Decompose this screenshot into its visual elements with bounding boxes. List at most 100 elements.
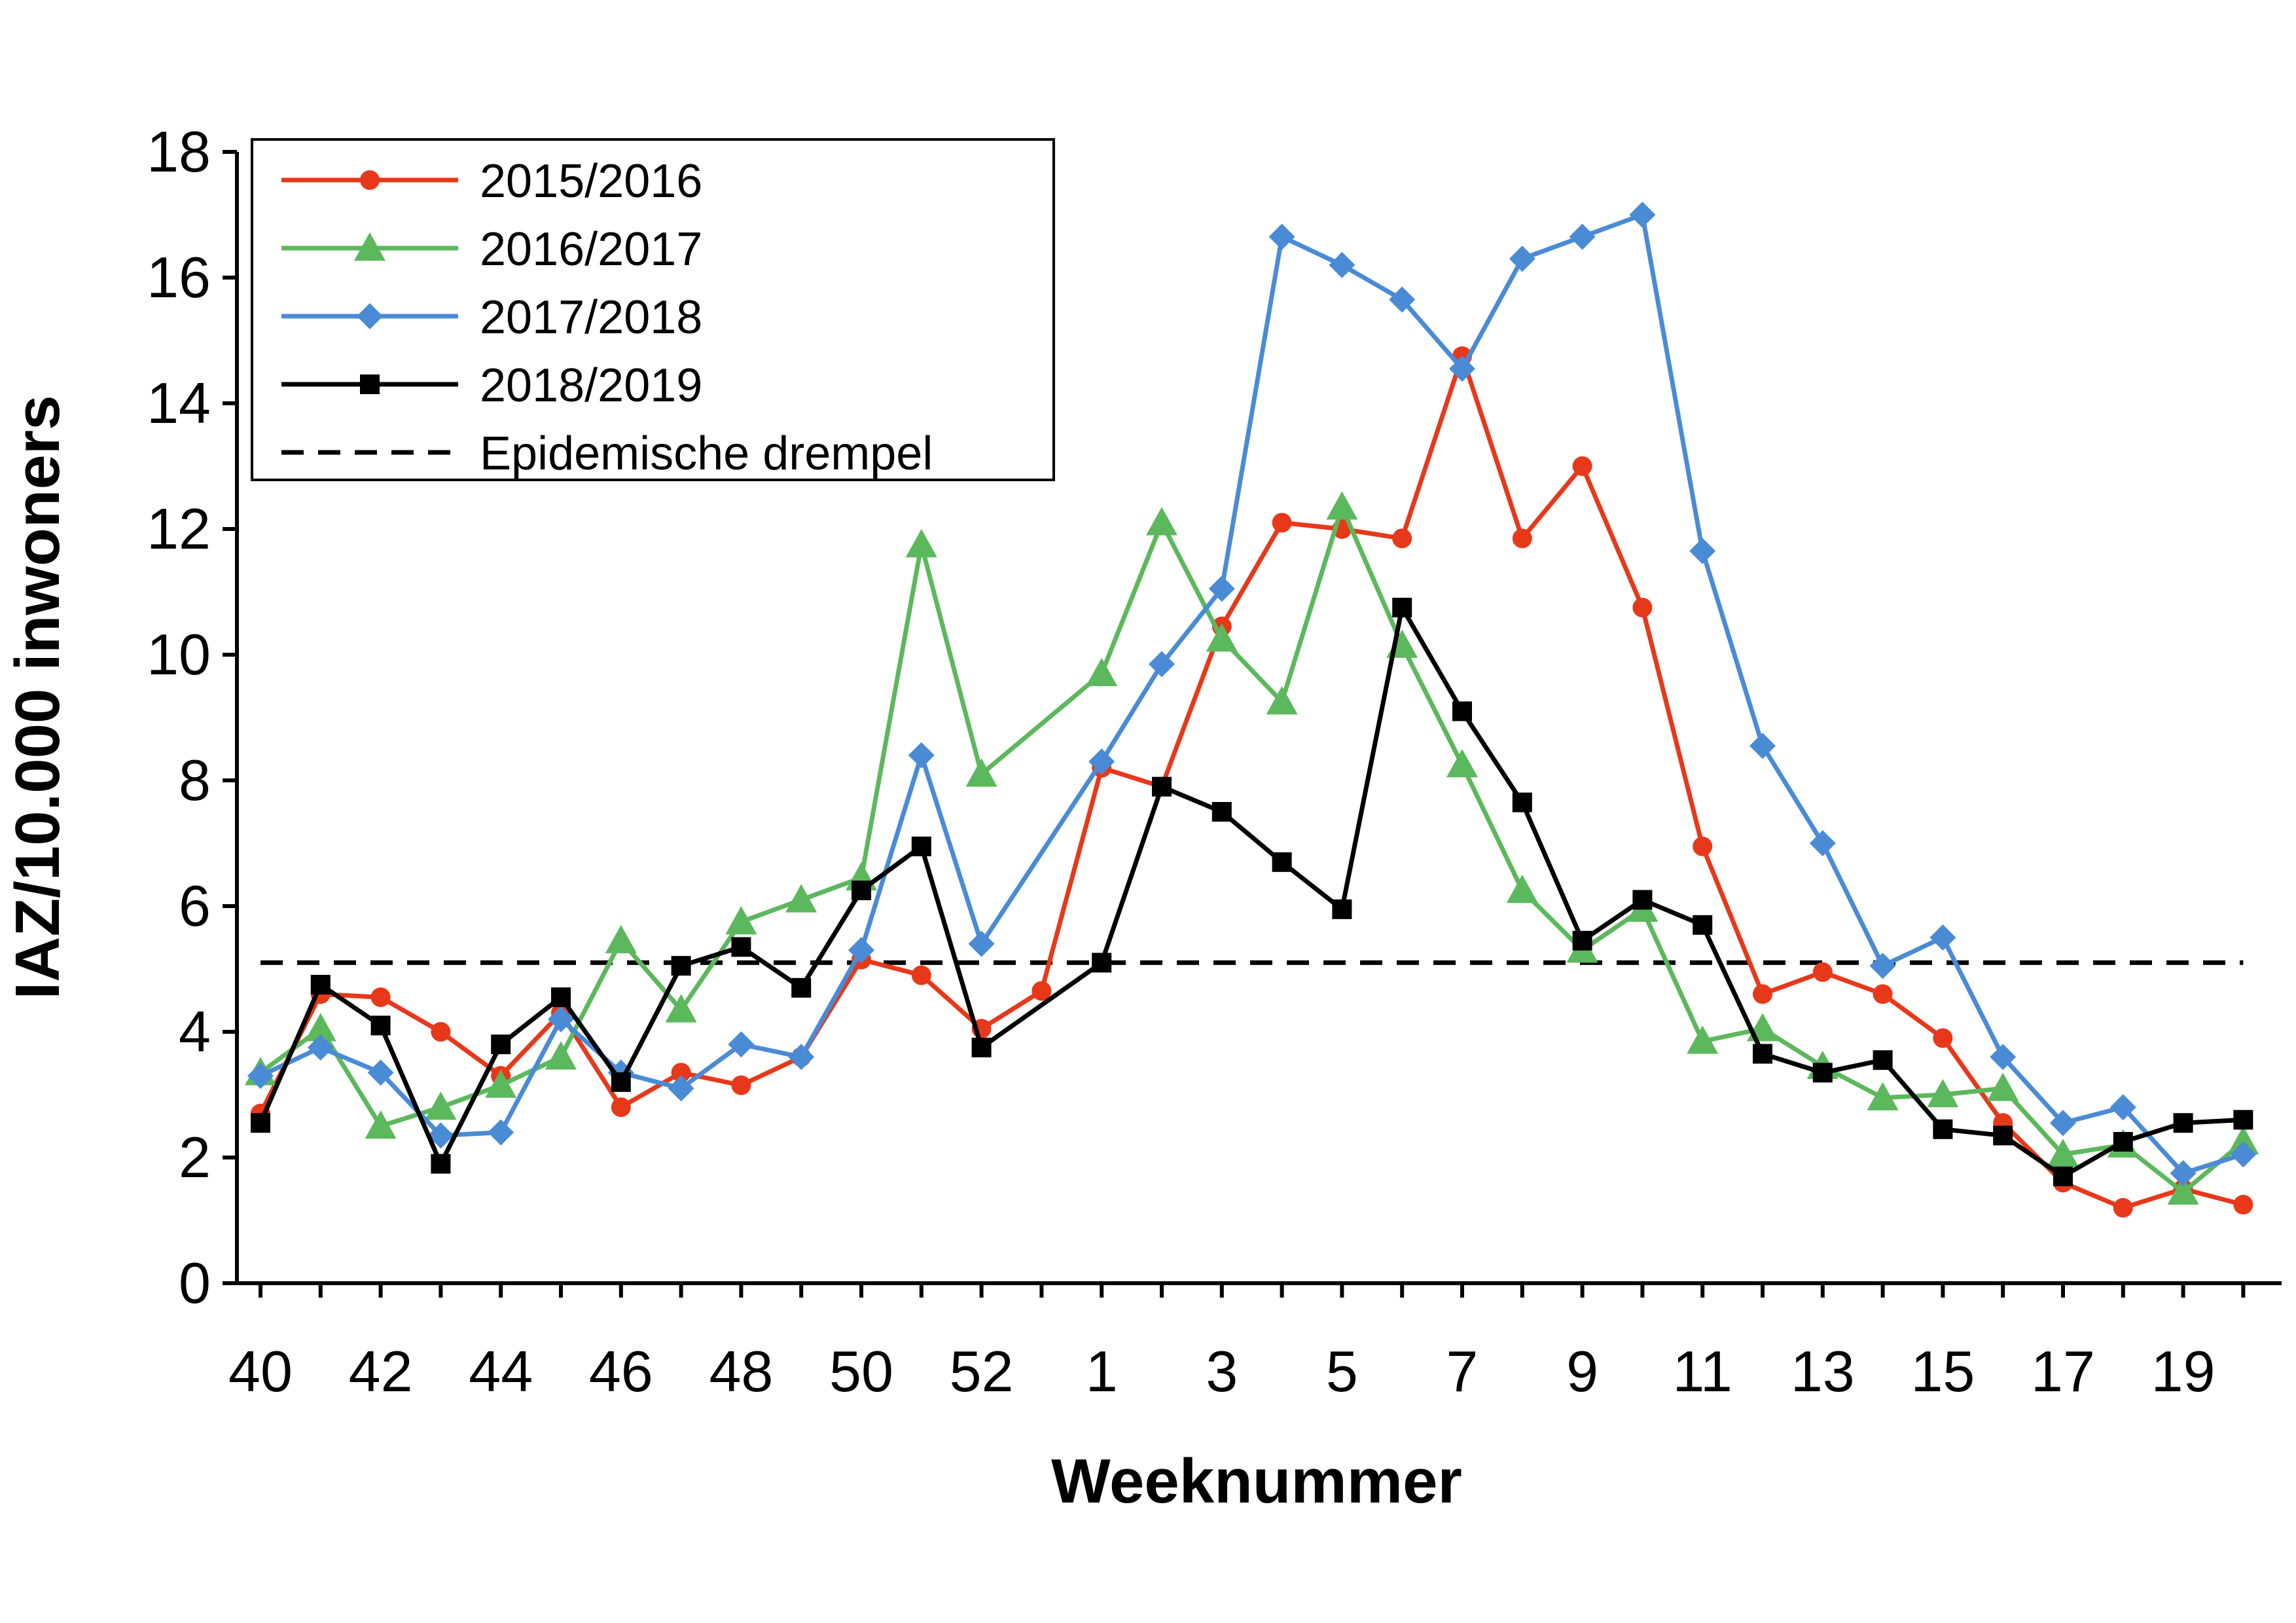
data-point bbox=[848, 937, 874, 964]
data-point bbox=[427, 1122, 454, 1149]
y-tick-label: 4 bbox=[179, 999, 211, 1064]
y-tick-label: 2 bbox=[179, 1125, 211, 1190]
data-point bbox=[2233, 1195, 2253, 1214]
data-point bbox=[1146, 507, 1177, 536]
data-point bbox=[545, 1041, 577, 1070]
data-point bbox=[1629, 202, 1656, 228]
data-point bbox=[1326, 491, 1358, 520]
data-point bbox=[1812, 962, 1833, 982]
y-axis-title: IAZ/10.000 inwoners bbox=[3, 395, 73, 999]
data-point bbox=[1869, 953, 1896, 979]
data-point bbox=[304, 1013, 336, 1042]
legend-label: 2017/2018 bbox=[480, 291, 702, 344]
legend-marker bbox=[357, 303, 383, 329]
data-point bbox=[1993, 1125, 2013, 1146]
data-point bbox=[1867, 1082, 1899, 1110]
data-point bbox=[1268, 223, 1295, 250]
data-point bbox=[1512, 528, 1532, 549]
data-point bbox=[2227, 1126, 2259, 1155]
data-point bbox=[1272, 513, 1292, 533]
data-point bbox=[1687, 1025, 1719, 1054]
x-tick-label: 7 bbox=[1446, 1339, 1479, 1404]
legend-label: 2016/2017 bbox=[480, 223, 702, 276]
data-point bbox=[2113, 1132, 2133, 1152]
legend-label: Epidemische drempel bbox=[480, 428, 933, 480]
data-point bbox=[665, 994, 697, 1023]
data-point bbox=[2050, 1110, 2076, 1137]
data-point bbox=[1693, 836, 1713, 856]
data-point bbox=[431, 1022, 451, 1042]
data-point bbox=[1088, 748, 1115, 775]
data-point bbox=[2053, 1166, 2073, 1186]
data-point bbox=[905, 529, 937, 558]
data-point bbox=[1389, 286, 1416, 313]
data-point bbox=[791, 977, 812, 998]
x-tick-label: 40 bbox=[228, 1339, 293, 1404]
data-point bbox=[2173, 1113, 2193, 1133]
data-point bbox=[731, 1075, 751, 1095]
y-tick-label: 10 bbox=[147, 622, 211, 687]
data-point bbox=[605, 924, 637, 953]
series-2016/2017 bbox=[245, 491, 2259, 1205]
data-point bbox=[611, 1097, 631, 1118]
data-point bbox=[1689, 538, 1716, 564]
data-point bbox=[1092, 953, 1112, 973]
data-point bbox=[425, 1091, 457, 1120]
data-point bbox=[1031, 981, 1052, 1001]
data-point bbox=[1152, 776, 1172, 797]
x-tick-label: 3 bbox=[1206, 1339, 1238, 1404]
x-tick-label: 13 bbox=[1791, 1339, 1855, 1404]
legend-label: 2018/2019 bbox=[480, 359, 702, 412]
x-tick-label: 19 bbox=[2151, 1339, 2215, 1404]
data-point bbox=[365, 1110, 397, 1139]
data-point bbox=[370, 1015, 391, 1036]
data-point bbox=[1933, 1028, 1953, 1048]
data-point bbox=[2047, 1139, 2079, 1167]
data-point bbox=[1927, 1079, 1959, 1108]
data-point bbox=[1873, 984, 1893, 1004]
x-tick-label: 1 bbox=[1086, 1339, 1118, 1404]
x-axis-title: Weeknummer bbox=[1051, 1446, 1462, 1516]
data-point bbox=[2167, 1176, 2199, 1205]
data-point bbox=[2233, 1110, 2253, 1130]
data-point bbox=[307, 1034, 334, 1061]
data-point bbox=[1809, 830, 1836, 856]
data-point bbox=[548, 1006, 574, 1032]
data-point bbox=[1812, 1063, 1833, 1083]
data-point bbox=[2230, 1141, 2257, 1168]
data-point bbox=[2109, 1094, 2136, 1121]
data-point bbox=[1572, 930, 1592, 951]
data-point bbox=[1446, 749, 1478, 778]
data-point bbox=[911, 965, 931, 985]
data-point bbox=[1149, 651, 1175, 678]
y-tick-label: 16 bbox=[147, 245, 211, 310]
data-point bbox=[788, 1044, 815, 1070]
data-point bbox=[1206, 623, 1238, 652]
x-tick-label: 5 bbox=[1326, 1339, 1358, 1404]
data-point bbox=[488, 1119, 514, 1146]
data-point bbox=[1929, 924, 1956, 951]
data-point bbox=[1211, 802, 1232, 822]
x-tick-label: 44 bbox=[469, 1339, 533, 1404]
data-point bbox=[1749, 733, 1776, 759]
x-tick-label: 48 bbox=[709, 1339, 773, 1404]
data-point bbox=[911, 836, 931, 856]
data-point bbox=[2113, 1197, 2133, 1218]
data-point bbox=[1632, 890, 1653, 910]
data-point bbox=[1572, 456, 1592, 476]
data-point bbox=[367, 1059, 394, 1086]
data-point bbox=[485, 1069, 517, 1098]
data-point bbox=[1392, 528, 1412, 549]
series-2017/2018 bbox=[247, 202, 2257, 1186]
data-point bbox=[1332, 899, 1352, 919]
data-point bbox=[611, 1072, 631, 1092]
data-point bbox=[1449, 356, 1475, 382]
data-point bbox=[1753, 1044, 1772, 1064]
data-point bbox=[671, 956, 691, 976]
x-tick-label: 50 bbox=[829, 1339, 893, 1404]
data-point bbox=[251, 1113, 270, 1133]
data-point bbox=[785, 884, 817, 913]
data-point bbox=[1873, 1050, 1893, 1070]
data-point bbox=[1506, 875, 1538, 903]
data-point bbox=[1392, 598, 1412, 617]
